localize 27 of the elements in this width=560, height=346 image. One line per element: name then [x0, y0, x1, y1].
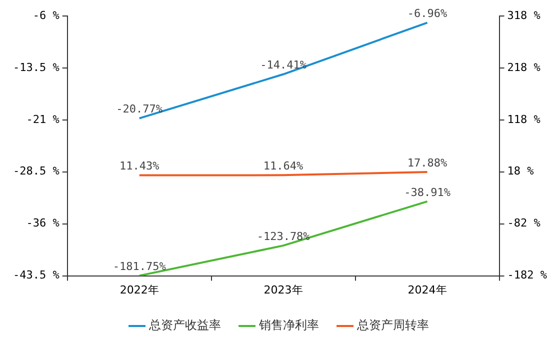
y-tick-label: -13.5 % [13, 60, 60, 74]
data-label: 11.64% [263, 160, 304, 173]
data-label: 17.88% [407, 156, 448, 170]
y-tick-label: -28.5 % [13, 164, 60, 178]
data-label: -20.77% [116, 102, 163, 116]
x-tick-label: 2024年 [408, 283, 447, 296]
y-tick-label: -43.5 % [13, 268, 60, 282]
data-label: -38.91% [404, 186, 451, 199]
data-label: -181.75% [112, 260, 166, 274]
y-tick-label: -6 % [32, 8, 60, 22]
y2-tick-label: 118 % [507, 112, 541, 126]
legend-label: 总资产收益率 [148, 318, 221, 332]
y-tick-label: -21 % [26, 112, 60, 126]
data-label: 11.43% [119, 160, 160, 173]
y2-tick-label: -82 % [507, 216, 541, 230]
y2-tick-label: 18 % [507, 164, 534, 178]
y2-tick-label: 318 % [507, 8, 541, 22]
y-tick-label: -36 % [26, 216, 60, 230]
legend-label: 总资产周转率 [356, 318, 429, 332]
y2-tick-label: -182 % [507, 268, 548, 282]
data-label: -6.96% [407, 7, 448, 20]
data-label: -123.78% [256, 230, 310, 243]
data-label: -14.41% [260, 58, 307, 72]
x-tick-label: 2022年 [120, 283, 159, 296]
legend-label: 销售净利率 [258, 318, 319, 332]
y2-tick-label: 218 % [507, 60, 541, 74]
x-tick-label: 2023年 [264, 283, 303, 296]
